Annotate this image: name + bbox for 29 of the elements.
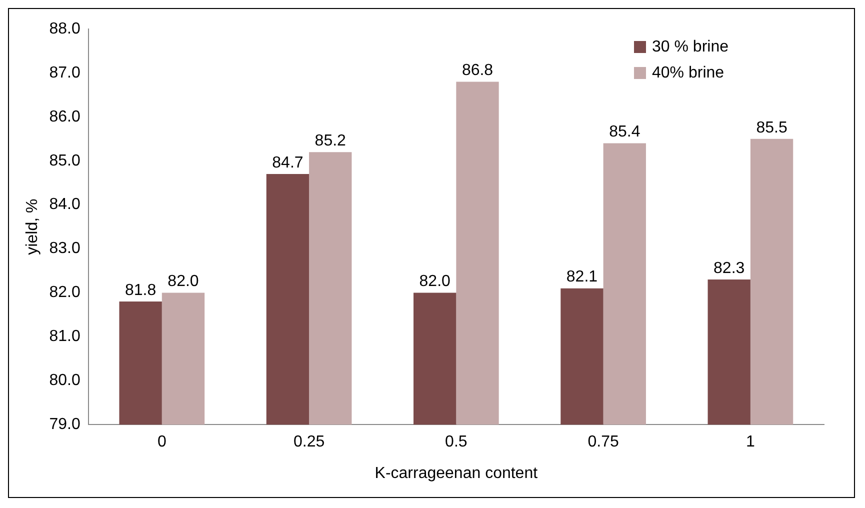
y-tick-label: 81.0 — [49, 328, 80, 346]
x-tick-label: 0.25 — [293, 434, 325, 451]
y-axis-title: yield, % — [24, 198, 42, 255]
x-tick-label: 0.75 — [588, 434, 619, 451]
x-axis-title: K-carrageenan content — [374, 464, 538, 482]
data-label: 82.1 — [566, 268, 598, 286]
data-label: 85.4 — [609, 124, 640, 141]
data-label: 84.7 — [272, 154, 304, 172]
data-label: 82.0 — [168, 273, 199, 290]
y-tick-label: 86.0 — [49, 108, 80, 126]
y-tick-label: 88.0 — [49, 20, 80, 38]
y-tick-label: 85.0 — [49, 152, 80, 170]
x-tick-label: 0.5 — [445, 434, 468, 451]
data-label: 82.3 — [714, 260, 745, 277]
y-tick-label: 87.0 — [49, 64, 80, 82]
legend-label: 30 % brine — [652, 38, 729, 56]
data-label: 85.2 — [314, 132, 346, 150]
y-tick-label: 79.0 — [49, 416, 80, 434]
legend-label: 40% brine — [652, 64, 724, 82]
x-tick-label: 1 — [746, 434, 755, 451]
data-label: 85.5 — [756, 119, 788, 136]
data-label: 82.0 — [419, 273, 451, 290]
x-tick-label: 0 — [157, 434, 166, 451]
y-tick-label: 80.0 — [49, 372, 80, 390]
data-label: 86.8 — [462, 62, 494, 80]
y-tick-label: 82.0 — [49, 284, 80, 302]
y-tick-label: 83.0 — [49, 240, 80, 258]
y-tick-label: 84.0 — [49, 196, 80, 214]
data-label: 81.8 — [125, 282, 156, 299]
